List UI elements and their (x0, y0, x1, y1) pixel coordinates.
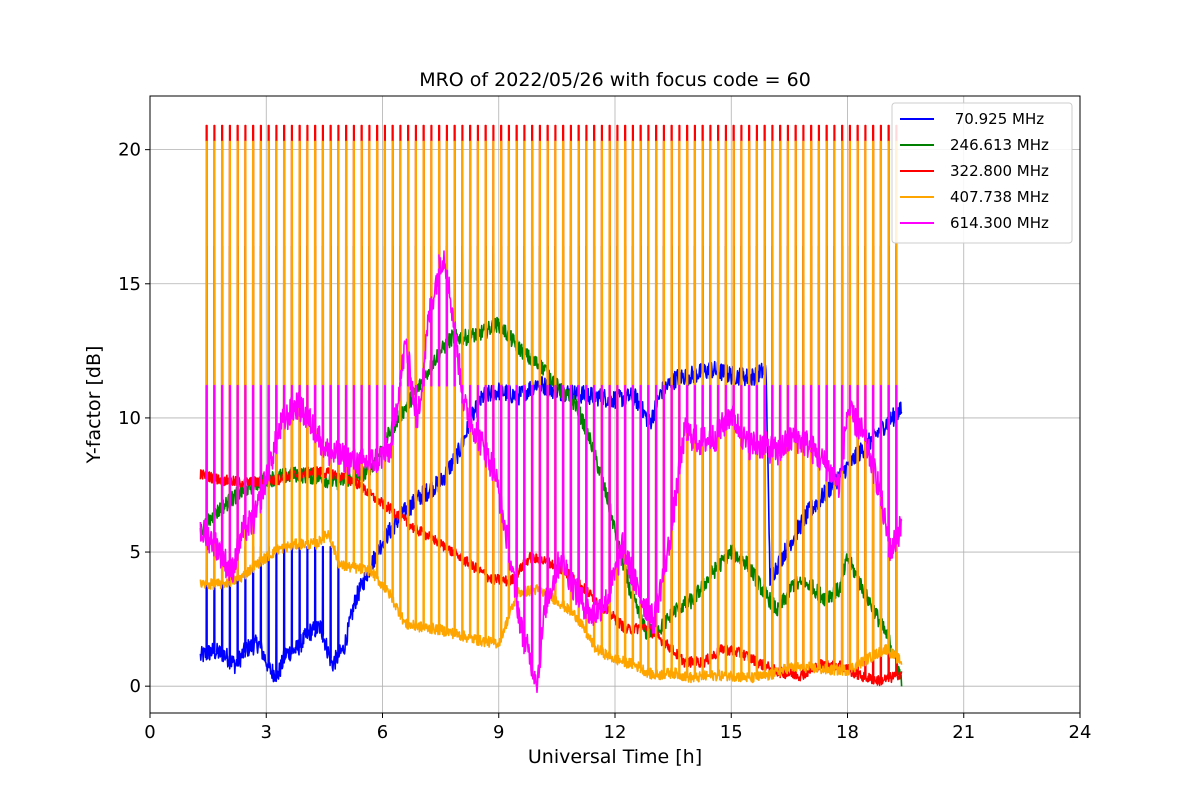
y-tick-label: 15 (118, 274, 141, 295)
legend-label: 246.613 MHz (950, 136, 1049, 154)
x-tick-label: 12 (604, 722, 627, 743)
x-tick-label: 18 (836, 722, 859, 743)
y-tick-label: 20 (118, 140, 141, 161)
series-line (199, 124, 903, 687)
x-tick-label: 3 (261, 722, 272, 743)
legend-label: 70.925 MHz (950, 110, 1044, 128)
y-tick-label: 0 (130, 676, 141, 697)
series-line (199, 250, 903, 694)
legend: 70.925 MHz 246.613 MHz 322.800 MHz 407.738 … (891, 102, 1073, 244)
x-tick-label: 9 (493, 722, 504, 743)
legend-label: 407.738 MHz (950, 188, 1049, 206)
x-tick-label: 21 (952, 722, 975, 743)
plot-area (199, 124, 903, 694)
x-axis-title: Universal Time [h] (528, 746, 702, 768)
x-tick-label: 0 (144, 722, 155, 743)
y-axis: 0 5 10 15 20 (118, 140, 150, 697)
legend-box (891, 102, 1073, 244)
x-tick-label: 6 (377, 722, 388, 743)
y-tick-label: 10 (118, 408, 141, 429)
y-axis-title: Y-factor [dB] (83, 346, 105, 465)
chart-title: MRO of 2022/05/26 with focus code = 60 (419, 69, 811, 91)
legend-label: 614.300 MHz (950, 214, 1049, 232)
x-tick-label: 24 (1069, 722, 1092, 743)
legend-label: 322.800 MHz (950, 162, 1049, 180)
x-axis: 0 3 6 9 12 15 18 21 24 (144, 713, 1091, 743)
x-tick-label: 15 (720, 722, 743, 743)
y-tick-label: 5 (130, 542, 141, 563)
